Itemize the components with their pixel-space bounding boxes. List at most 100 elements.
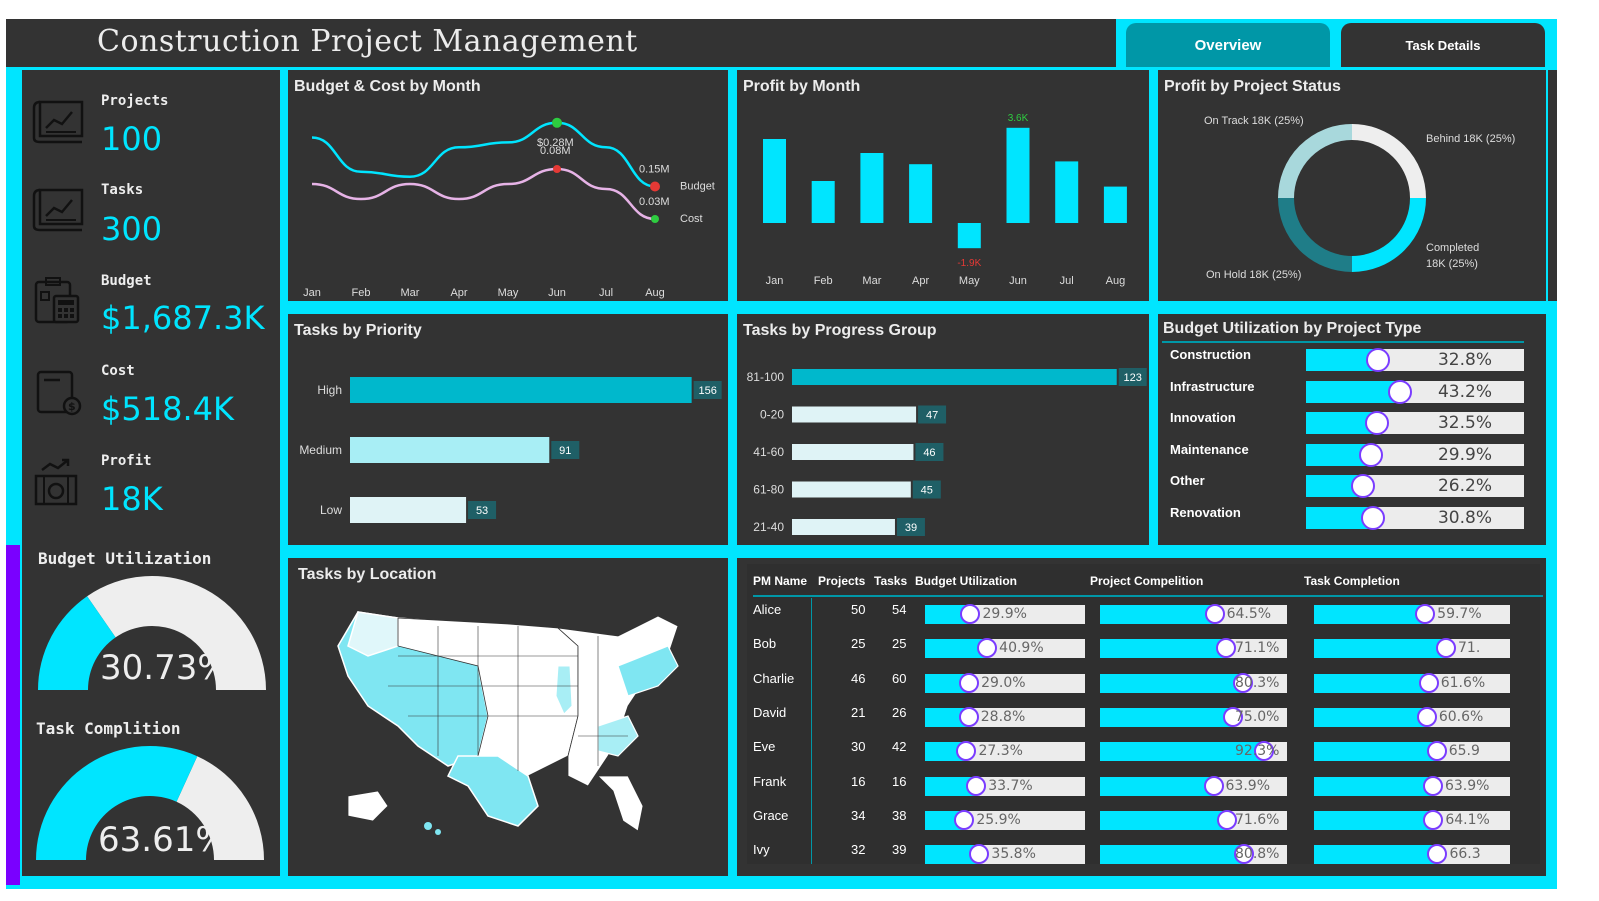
tc-bar[interactable]: 61.6% bbox=[1314, 672, 1510, 693]
column-header[interactable]: Budget Utilization bbox=[915, 574, 1017, 588]
bu-bar[interactable]: 35.8% bbox=[925, 844, 1085, 865]
bar-knob[interactable] bbox=[1361, 505, 1386, 530]
bar-knob[interactable] bbox=[1223, 706, 1244, 727]
column-header[interactable]: Tasks bbox=[874, 574, 908, 588]
project-type-label: Maintenance bbox=[1170, 441, 1249, 457]
value-box-81-100 bbox=[1118, 368, 1147, 386]
column-header[interactable]: Project Compelition bbox=[1090, 574, 1204, 588]
pc-bar[interactable]: 63.9% bbox=[1100, 775, 1287, 796]
bu-bar[interactable]: 29.9% bbox=[925, 604, 1085, 624]
x-tick-may: May bbox=[959, 275, 980, 287]
x-tick-jul: Jul bbox=[599, 287, 613, 299]
bu-bar[interactable]: 27.3% bbox=[925, 741, 1085, 762]
bu-bar[interactable]: 25.9% bbox=[925, 809, 1085, 830]
profit-bar-feb bbox=[811, 181, 835, 223]
bar-fill bbox=[1306, 506, 1374, 529]
bu-bar[interactable]: 28.8% bbox=[925, 706, 1085, 727]
bar-knob[interactable] bbox=[1416, 706, 1437, 727]
column-header[interactable]: PM Name bbox=[753, 574, 808, 588]
project-type-bar[interactable]: 29.9% bbox=[1306, 442, 1524, 467]
donut-label-on-track: On Track 18K (25%) bbox=[1204, 115, 1304, 127]
project-type-bar[interactable]: 26.2% bbox=[1306, 474, 1524, 498]
bar-knob[interactable] bbox=[958, 706, 979, 727]
bar-knob[interactable] bbox=[1253, 741, 1274, 762]
bar-knob[interactable] bbox=[1422, 775, 1443, 796]
tc-bar[interactable]: 66.3 bbox=[1314, 844, 1510, 865]
tc-value: 60.6% bbox=[1438, 708, 1484, 725]
tc-bar[interactable]: 64.1% bbox=[1314, 809, 1510, 830]
pc-bar[interactable]: 75.0% bbox=[1100, 706, 1287, 727]
pc-bar[interactable]: 80.8% bbox=[1100, 844, 1287, 865]
bar-knob[interactable] bbox=[1233, 844, 1254, 865]
bar-knob[interactable] bbox=[1216, 638, 1237, 659]
map-northeast bbox=[617, 645, 679, 697]
kpi-cost-label: Cost bbox=[101, 363, 135, 379]
pm-name-cell: David bbox=[753, 704, 787, 720]
pm-number-cell: 21 bbox=[851, 704, 866, 720]
value-label-High: 156 bbox=[698, 385, 716, 397]
tc-bar[interactable]: 60.6% bbox=[1314, 706, 1510, 727]
cost-last-marker bbox=[651, 215, 659, 223]
bar-knob[interactable] bbox=[1426, 741, 1447, 762]
bar-knob[interactable] bbox=[954, 809, 975, 830]
project-type-bar[interactable]: 32.8% bbox=[1306, 348, 1524, 372]
bu-bar[interactable]: 40.9% bbox=[925, 638, 1085, 659]
usa-map[interactable] bbox=[328, 606, 708, 846]
bu-bar[interactable]: 29.0% bbox=[925, 672, 1085, 693]
bar-knob[interactable] bbox=[1423, 809, 1444, 830]
tc-bar[interactable]: 65.9 bbox=[1314, 741, 1510, 762]
bar-knob[interactable] bbox=[977, 638, 998, 659]
tc-bar[interactable]: 59.7% bbox=[1314, 604, 1510, 624]
tc-bar[interactable]: 71. bbox=[1314, 638, 1510, 659]
project-type-bar[interactable]: 30.8% bbox=[1306, 505, 1524, 530]
pc-bar[interactable]: 92.3% bbox=[1100, 741, 1287, 762]
bar-knob[interactable] bbox=[1232, 672, 1253, 693]
cost-legend: Cost bbox=[680, 213, 703, 225]
bar-knob[interactable] bbox=[1351, 474, 1376, 498]
bar-knob[interactable] bbox=[1365, 348, 1390, 372]
tc-bar[interactable]: 63.9% bbox=[1314, 775, 1510, 796]
pc-value: 92.3% bbox=[1235, 743, 1280, 760]
bar-knob[interactable] bbox=[1415, 604, 1436, 624]
value-label-Low: 53 bbox=[476, 505, 488, 517]
pm-name-cell: Ivy bbox=[753, 842, 770, 858]
column-header[interactable]: Projects bbox=[818, 574, 866, 588]
bar-knob[interactable] bbox=[1204, 604, 1225, 624]
bar-knob[interactable] bbox=[1418, 672, 1439, 693]
tab-task-details[interactable]: Task Details bbox=[1341, 23, 1545, 67]
bar-knob[interactable] bbox=[1427, 844, 1448, 865]
pc-bar[interactable]: 64.5% bbox=[1100, 604, 1287, 624]
bar-knob[interactable] bbox=[960, 604, 981, 624]
project-type-bar[interactable]: 43.2% bbox=[1306, 379, 1524, 404]
bu-bar[interactable]: 33.7% bbox=[925, 775, 1085, 796]
bar-knob[interactable] bbox=[966, 775, 987, 796]
bu-value: 27.3% bbox=[978, 743, 1023, 760]
pm-number-cell: 16 bbox=[892, 773, 907, 789]
tab-overview[interactable]: Overview bbox=[1126, 23, 1330, 67]
pm-name-cell: Alice bbox=[753, 602, 782, 617]
bar-knob[interactable] bbox=[1364, 411, 1389, 435]
bar-knob[interactable] bbox=[1359, 442, 1384, 467]
value-box-61-80 bbox=[912, 480, 941, 499]
bar-knob[interactable] bbox=[969, 844, 990, 865]
bu-value: 29.9% bbox=[982, 606, 1027, 622]
bar-knob[interactable] bbox=[956, 741, 977, 762]
kpi-cost-value: $518.4K bbox=[101, 390, 234, 428]
bar-knob[interactable] bbox=[1217, 809, 1238, 830]
accent-strip bbox=[6, 545, 20, 885]
value-box-Low bbox=[468, 501, 497, 519]
profit-month-bar-chart: Jan Feb Mar Apr May Jun Jul Aug -1.9K 3.6K bbox=[763, 113, 1127, 287]
bar-fill bbox=[1306, 443, 1372, 466]
column-header[interactable]: Task Completion bbox=[1304, 574, 1400, 588]
bar-knob[interactable] bbox=[1436, 638, 1457, 659]
bar-knob[interactable] bbox=[959, 672, 980, 693]
pc-bar[interactable]: 71.6% bbox=[1100, 809, 1287, 830]
pc-bar[interactable]: 71.1% bbox=[1100, 638, 1287, 659]
project-type-value: 29.9% bbox=[1437, 444, 1492, 465]
project-type-bar[interactable]: 32.5% bbox=[1306, 411, 1524, 435]
pc-bar[interactable]: 80.3% bbox=[1100, 672, 1287, 693]
bar-knob[interactable] bbox=[1388, 379, 1413, 404]
bar-fill bbox=[925, 605, 971, 624]
bar-knob[interactable] bbox=[1203, 775, 1224, 796]
x-tick-jul: Jul bbox=[1060, 275, 1074, 287]
